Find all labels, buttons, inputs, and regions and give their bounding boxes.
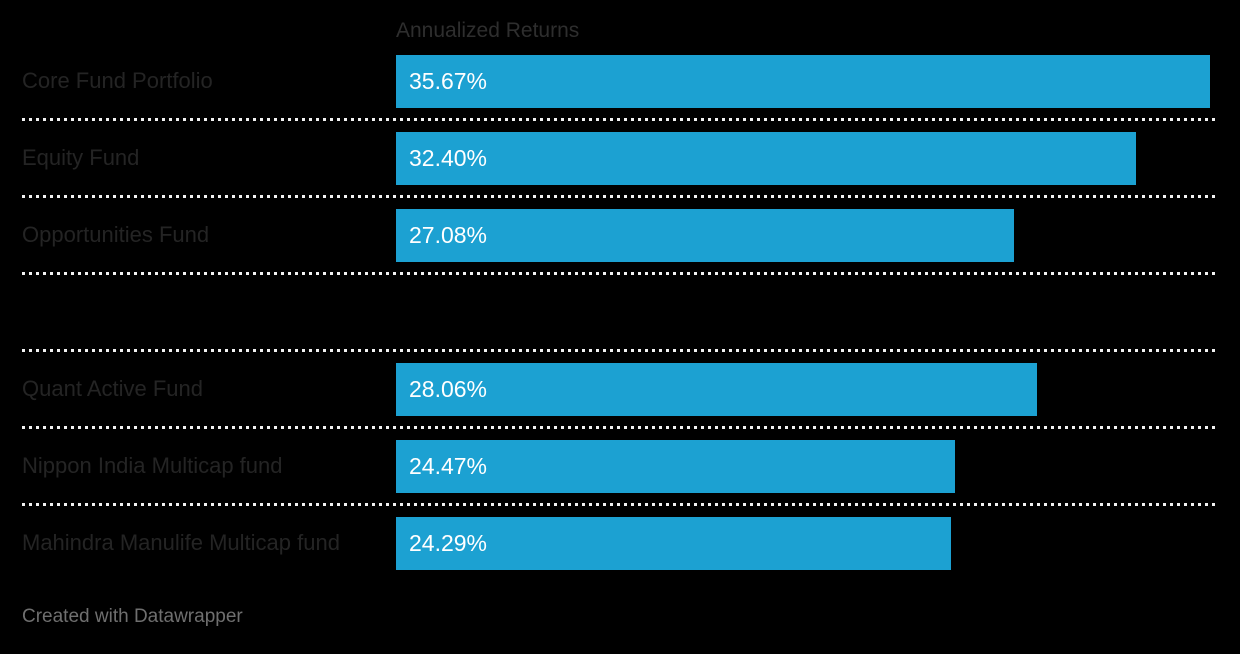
bar: 24.47% [396, 439, 955, 493]
row-separator [22, 349, 1218, 352]
bar-area: 24.29% [396, 516, 1218, 570]
bar-value-label: 24.29% [409, 529, 488, 556]
bar: 35.67% [396, 54, 1211, 108]
bar-area: 24.47% [396, 439, 1218, 493]
chart-row: Core Fund Portfolio 35.67% [22, 44, 1218, 118]
row-separator [22, 118, 1218, 121]
chart-row: Equity Fund 32.40% [22, 121, 1218, 195]
row-label: Equity Fund [22, 145, 140, 171]
bar-area: 35.67% [396, 54, 1218, 108]
chart-row [22, 275, 1218, 349]
row-separator [22, 503, 1218, 506]
bar-area: 32.40% [396, 131, 1218, 185]
bar-area [396, 286, 1218, 339]
bar-value-label: 27.08% [409, 221, 488, 248]
bar-area: 28.06% [396, 362, 1218, 416]
bar-chart: Annualized Returns Core Fund Portfolio 35… [22, 0, 1218, 628]
bar: 32.40% [396, 131, 1136, 185]
row-label: Opportunities Fund [22, 222, 210, 248]
row-label: Mahindra Manulife Multicap fund [22, 530, 340, 556]
chart-row: Quant Active Fund 28.06% [22, 352, 1218, 426]
bar: 24.29% [396, 516, 951, 570]
row-separator [22, 426, 1218, 429]
bar: 27.08% [396, 208, 1015, 262]
bar-value-label: 28.06% [409, 375, 488, 402]
bar-value-label: 35.67% [409, 67, 488, 94]
row-label: Quant Active Fund [22, 376, 203, 402]
attribution-text: Created with Datawrapper [22, 606, 243, 627]
row-label: Core Fund Portfolio [22, 68, 213, 94]
bar: 28.06% [396, 362, 1037, 416]
column-header-row: Annualized Returns [22, 0, 1218, 44]
column-header: Annualized Returns [396, 18, 580, 42]
row-label: Nippon India Multicap fund [22, 453, 283, 479]
chart-row: Opportunities Fund 27.08% [22, 198, 1218, 272]
bar-value-label: 24.47% [409, 452, 488, 479]
chart-rows: Core Fund Portfolio 35.67% Equity Fund 32.4… [22, 44, 1218, 580]
chart-row: Mahindra Manulife Multicap fund 24.29% [22, 506, 1218, 580]
attribution: Created with Datawrapper [22, 606, 1218, 628]
bar-value-label: 32.40% [409, 144, 488, 171]
chart-row: Nippon India Multicap fund 24.47% [22, 429, 1218, 503]
row-separator [22, 272, 1218, 275]
bar-area: 27.08% [396, 208, 1218, 262]
row-separator [22, 195, 1218, 198]
